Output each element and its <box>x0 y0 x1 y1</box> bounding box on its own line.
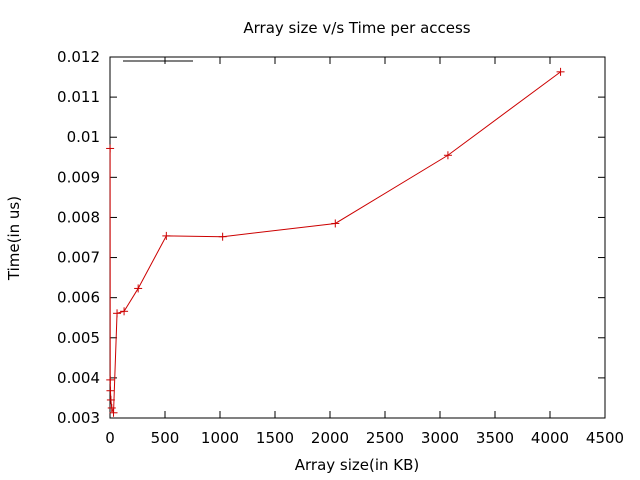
data-point <box>106 375 115 384</box>
y-tick-label: 0.009 <box>57 168 100 186</box>
data-point <box>331 219 340 228</box>
y-tick-label: 0.007 <box>57 249 100 267</box>
plot-frame <box>109 56 606 419</box>
data-point <box>162 231 171 240</box>
x-tick-label: 0 <box>105 429 115 447</box>
y-tick-label: 0.012 <box>57 48 100 66</box>
data-point <box>443 151 452 160</box>
plot-border <box>109 56 606 419</box>
data-point <box>556 67 565 76</box>
x-tick-label: 3000 <box>421 429 459 447</box>
series-layer <box>106 67 565 417</box>
x-axis-label: Array size(in KB) <box>295 456 420 474</box>
data-point <box>120 307 129 316</box>
x-tick-label: 500 <box>151 429 180 447</box>
data-point <box>218 232 227 241</box>
y-tick-label: 0.006 <box>57 289 100 307</box>
y-tick-label: 0.003 <box>57 409 100 427</box>
y-tick-label: 0.01 <box>67 128 100 146</box>
x-tick-label: 1500 <box>256 429 294 447</box>
x-tick-label: 2500 <box>366 429 404 447</box>
data-point <box>107 403 116 412</box>
y-axis: 0.003 0.004 0.005 0.006 0.007 0.008 0.009 0.01 0… <box>57 48 605 427</box>
y-axis-label: Time(in us) <box>5 196 23 281</box>
chart-title: Array size v/s Time per access <box>243 19 470 37</box>
data-point <box>109 408 118 417</box>
y-tick-label: 0.005 <box>57 329 100 347</box>
x-tick-label: 4500 <box>586 429 624 447</box>
data-point <box>106 144 115 153</box>
y-tick-label: 0.004 <box>57 369 100 387</box>
x-tick-label: 1000 <box>201 429 239 447</box>
x-tick-label: 2000 <box>311 429 349 447</box>
x-axis: 0 500 1000 1500 2000 2500 3000 3500 4000 4500 <box>105 57 624 447</box>
x-tick-label: 4000 <box>531 429 569 447</box>
series-line <box>109 71 561 413</box>
data-point <box>113 309 122 318</box>
y-tick-label: 0.008 <box>57 208 100 226</box>
data-point <box>106 386 115 395</box>
y-tick-label: 0.011 <box>57 88 100 106</box>
data-point <box>134 284 143 293</box>
data-point <box>106 395 115 404</box>
x-tick-label: 3500 <box>476 429 514 447</box>
